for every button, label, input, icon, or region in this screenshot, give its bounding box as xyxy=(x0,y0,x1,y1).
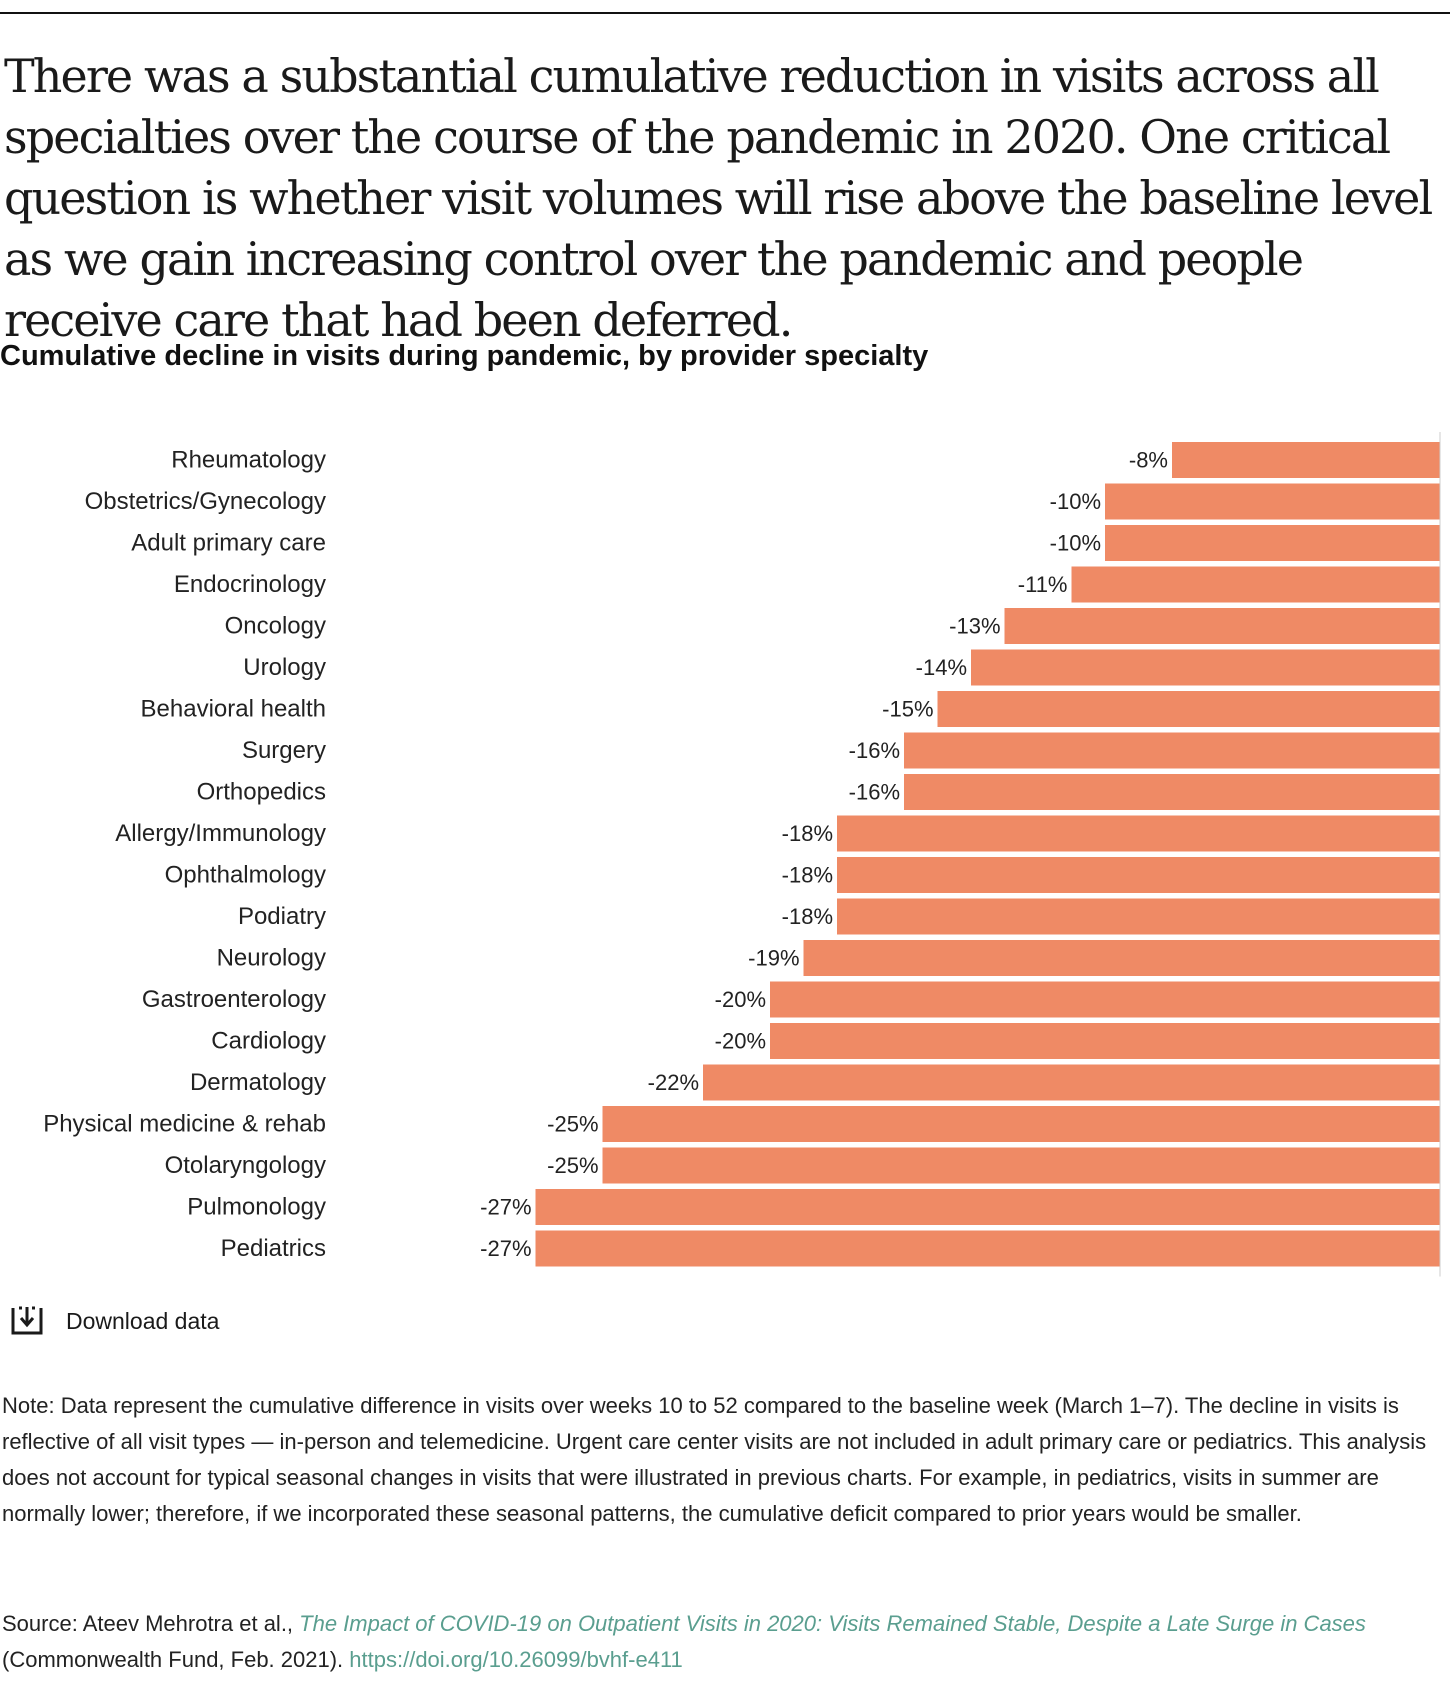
value-label-3: -11% xyxy=(1018,572,1068,597)
bar-15 xyxy=(703,1064,1440,1101)
bar-chart: Rheumatology -8% Obstetrics/Gynecology -10%… xyxy=(43,432,1441,1277)
category-label-15: Dermatology xyxy=(190,1069,326,1096)
bar-16 xyxy=(602,1106,1440,1142)
bar-4 xyxy=(1004,608,1440,644)
bar-11 xyxy=(837,898,1440,935)
value-label-11: -18% xyxy=(782,904,833,929)
category-label-9: Allergy/Immunology xyxy=(115,820,326,847)
bar-2 xyxy=(1105,525,1440,561)
source-title-link[interactable]: The Impact of COVID-19 on Outpatient Vis… xyxy=(299,1611,1366,1636)
source-prefix: Source: Ateev Mehrotra et al., xyxy=(2,1611,300,1636)
value-label-16: -25% xyxy=(547,1112,598,1137)
value-label-18: -27% xyxy=(480,1195,531,1220)
bar-6 xyxy=(937,691,1440,727)
note-text: Note: Data represent the cumulative diff… xyxy=(2,1393,1427,1526)
category-label-7: Surgery xyxy=(242,737,326,764)
value-label-6: -15% xyxy=(882,697,933,722)
bar-5 xyxy=(971,649,1440,686)
value-label-12: -19% xyxy=(748,946,799,971)
category-label-3: Endocrinology xyxy=(174,571,326,598)
category-label-5: Urology xyxy=(243,654,326,681)
category-label-14: Cardiology xyxy=(211,1028,326,1055)
bar-12 xyxy=(803,940,1440,976)
bar-18 xyxy=(535,1189,1440,1225)
download-icon xyxy=(10,1304,44,1338)
value-label-13: -20% xyxy=(715,987,766,1012)
category-label-4: Oncology xyxy=(225,613,326,640)
chart-title: Cumulative decline in visits during pand… xyxy=(0,340,929,372)
value-label-2: -10% xyxy=(1050,531,1101,556)
value-label-15: -22% xyxy=(648,1070,699,1095)
bar-17 xyxy=(602,1147,1440,1184)
source-doi-link[interactable]: https://doi.org/10.26099/bvhf-e411 xyxy=(349,1647,683,1672)
category-label-10: Ophthalmology xyxy=(165,862,326,889)
category-label-1: Obstetrics/Gynecology xyxy=(85,488,326,515)
value-label-17: -25% xyxy=(547,1153,598,1178)
category-label-18: Pulmonology xyxy=(187,1194,326,1221)
value-label-8: -16% xyxy=(849,780,900,805)
bar-10 xyxy=(837,857,1440,893)
value-label-4: -13% xyxy=(949,614,1000,639)
category-label-2: Adult primary care xyxy=(131,530,326,557)
bar-19 xyxy=(535,1230,1440,1267)
top-rule xyxy=(0,12,1450,14)
value-label-1: -10% xyxy=(1050,489,1101,514)
bar-7 xyxy=(904,732,1440,769)
value-label-19: -27% xyxy=(480,1236,531,1261)
value-label-9: -18% xyxy=(782,821,833,846)
download-data-label: Download data xyxy=(66,1307,220,1334)
value-label-10: -18% xyxy=(782,863,833,888)
category-label-13: Gastroenterology xyxy=(142,986,326,1013)
value-label-7: -16% xyxy=(849,738,900,763)
headline: There was a substantial cumulative reduc… xyxy=(4,49,1433,347)
bar-1 xyxy=(1105,483,1440,520)
bar-9 xyxy=(837,815,1440,852)
bar-8 xyxy=(904,774,1440,810)
download-data-button[interactable]: Download data xyxy=(10,1304,219,1338)
value-label-5: -14% xyxy=(916,655,967,680)
bar-3 xyxy=(1071,566,1440,603)
value-label-0: -8% xyxy=(1129,448,1168,473)
category-label-0: Rheumatology xyxy=(171,447,326,474)
category-label-11: Podiatry xyxy=(238,903,326,930)
category-label-6: Behavioral health xyxy=(141,696,326,723)
value-label-14: -20% xyxy=(715,1029,766,1054)
category-label-8: Orthopedics xyxy=(197,779,326,806)
bar-13 xyxy=(770,981,1440,1018)
bar-0 xyxy=(1172,442,1440,478)
source-middle: (Commonwealth Fund, Feb. 2021). xyxy=(2,1647,350,1672)
category-label-16: Physical medicine & rehab xyxy=(43,1111,326,1138)
category-label-17: Otolaryngology xyxy=(165,1152,326,1179)
source-text: Source: Ateev Mehrotra et al., The Impac… xyxy=(2,1606,1442,1678)
category-label-19: Pediatrics xyxy=(221,1235,326,1262)
category-label-12: Neurology xyxy=(217,945,326,972)
bar-14 xyxy=(770,1023,1440,1059)
